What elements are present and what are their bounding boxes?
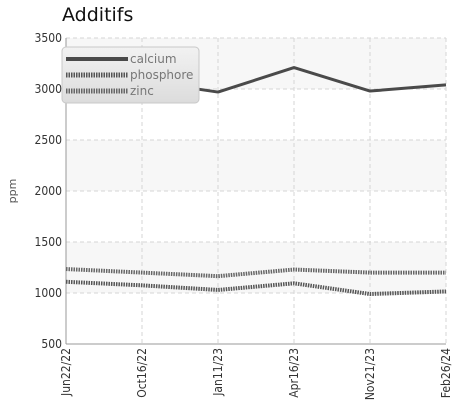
legend-label-calcium: calcium [130,52,177,66]
plot-band [66,293,446,344]
x-tick-labels: Jun22/22 Oct16/22 Jan11/23 Apr16/23 Nov21/23… [59,348,453,400]
chart-title: Additifs [62,4,134,26]
plot-band [66,140,446,191]
y-tick-label: 1000 [35,286,63,300]
x-tick-label: Oct16/22 [135,348,149,398]
x-tick-label: Jun22/22 [59,348,73,397]
legend-label-phosphore: phosphore [130,68,193,82]
series-line-zinc [65,267,446,279]
x-tick-label: Jan11/23 [211,348,225,397]
x-tick-label: Feb26/24 [439,348,453,398]
x-tick-label: Apr16/23 [287,348,301,398]
y-tick-label: 500 [41,337,62,351]
y-tick-label: 2500 [35,133,63,147]
y-tick-labels: 500 1000 1500 2000 2500 3000 3500 [35,31,63,351]
y-axis-label: ppm [6,179,19,204]
series-line-phosphore [65,279,447,297]
legend: calcium phosphore zinc [61,46,200,104]
y-tick-label: 1500 [35,235,63,249]
y-tick-label: 2000 [35,184,63,198]
y-tick-label: 3500 [35,31,63,45]
legend-label-zinc: zinc [130,84,154,98]
y-tick-label: 3000 [35,82,63,96]
plot-band [66,191,446,242]
x-tick-label: Nov21/23 [363,348,377,400]
